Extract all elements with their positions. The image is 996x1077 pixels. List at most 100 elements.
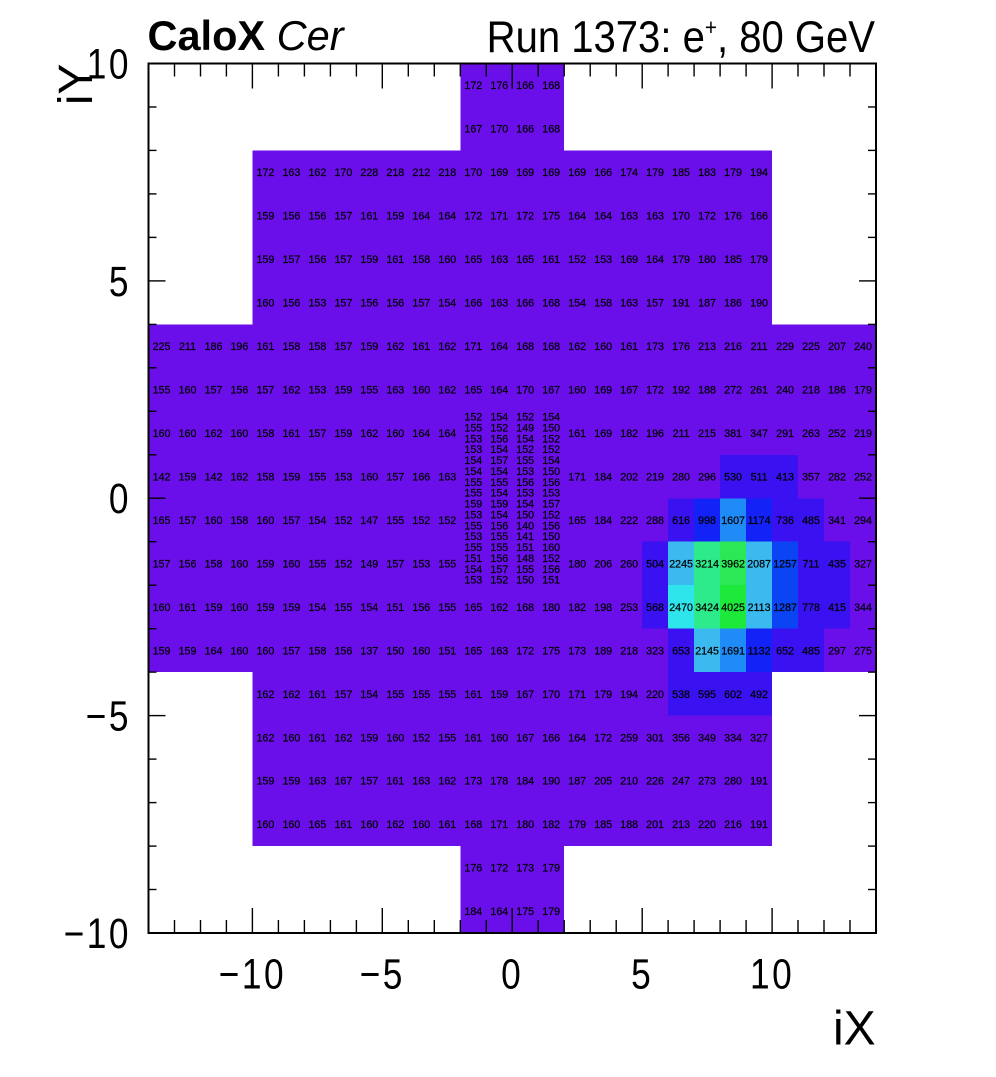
svg-text:160: 160 (230, 602, 248, 614)
svg-text:168: 168 (464, 819, 482, 831)
svg-text:213: 213 (698, 341, 716, 353)
svg-text:161: 161 (179, 602, 197, 614)
svg-text:1691: 1691 (721, 645, 745, 657)
svg-text:229: 229 (776, 341, 794, 353)
svg-text:173: 173 (646, 341, 664, 353)
svg-text:263: 263 (802, 428, 820, 440)
svg-text:194: 194 (750, 167, 768, 179)
svg-text:157: 157 (179, 515, 197, 527)
svg-text:711: 711 (802, 558, 819, 570)
svg-text:182: 182 (620, 428, 638, 440)
svg-text:179: 179 (646, 167, 664, 179)
svg-text:163: 163 (438, 471, 456, 483)
svg-text:160: 160 (412, 385, 430, 397)
svg-text:174: 174 (620, 167, 638, 179)
svg-text:170: 170 (672, 211, 690, 223)
svg-text:155: 155 (386, 515, 404, 527)
svg-text:166: 166 (750, 211, 768, 223)
svg-text:164: 164 (490, 906, 508, 918)
svg-text:155: 155 (153, 385, 171, 397)
svg-text:152: 152 (516, 444, 534, 456)
svg-text:167: 167 (620, 385, 638, 397)
svg-text:167: 167 (334, 776, 352, 788)
svg-text:152: 152 (334, 558, 352, 570)
svg-text:172: 172 (516, 645, 534, 657)
svg-text:168: 168 (516, 602, 534, 614)
svg-text:155: 155 (490, 477, 508, 489)
svg-text:10: 10 (750, 952, 794, 999)
svg-text:168: 168 (542, 80, 560, 92)
svg-text:347: 347 (750, 428, 768, 440)
svg-text:154: 154 (516, 499, 534, 511)
svg-text:161: 161 (386, 254, 404, 266)
svg-text:141: 141 (516, 531, 534, 543)
svg-text:185: 185 (672, 167, 690, 179)
svg-text:2245: 2245 (669, 558, 693, 570)
svg-text:161: 161 (360, 211, 378, 223)
svg-text:159: 159 (282, 602, 300, 614)
svg-text:219: 219 (646, 471, 664, 483)
svg-text:160: 160 (438, 254, 456, 266)
svg-text:160: 160 (256, 515, 274, 527)
svg-text:301: 301 (646, 732, 664, 744)
svg-text:170: 170 (464, 167, 482, 179)
svg-text:170: 170 (542, 689, 560, 701)
svg-text:291: 291 (776, 428, 794, 440)
svg-text:165: 165 (153, 515, 171, 527)
svg-text:161: 161 (438, 819, 456, 831)
svg-text:153: 153 (464, 433, 482, 445)
svg-text:162: 162 (205, 428, 223, 440)
svg-text:154: 154 (490, 412, 508, 424)
svg-text:155: 155 (412, 689, 430, 701)
svg-text:211: 211 (751, 341, 768, 353)
svg-text:158: 158 (308, 645, 326, 657)
svg-text:327: 327 (854, 558, 872, 570)
svg-text:260: 260 (620, 558, 638, 570)
svg-text:652: 652 (776, 645, 794, 657)
svg-text:492: 492 (750, 689, 768, 701)
svg-text:169: 169 (490, 167, 508, 179)
svg-text:207: 207 (828, 341, 846, 353)
svg-text:159: 159 (464, 499, 482, 511)
svg-text:156: 156 (360, 298, 378, 310)
svg-text:152: 152 (542, 444, 560, 456)
svg-text:186: 186 (724, 298, 742, 310)
svg-text:156: 156 (490, 553, 508, 565)
svg-text:160: 160 (153, 602, 171, 614)
svg-text:152: 152 (542, 510, 560, 522)
svg-text:152: 152 (464, 412, 482, 424)
svg-text:2470: 2470 (669, 602, 693, 614)
svg-text:167: 167 (516, 732, 534, 744)
svg-text:504: 504 (646, 558, 664, 570)
svg-text:160: 160 (360, 471, 378, 483)
svg-text:160: 160 (594, 341, 612, 353)
svg-text:159: 159 (360, 732, 378, 744)
svg-text:2087: 2087 (747, 558, 771, 570)
svg-text:160: 160 (568, 385, 586, 397)
svg-text:188: 188 (698, 385, 716, 397)
svg-text:153: 153 (464, 510, 482, 522)
svg-text:153: 153 (334, 471, 352, 483)
svg-text:164: 164 (490, 385, 508, 397)
svg-text:201: 201 (646, 819, 664, 831)
svg-text:163: 163 (620, 211, 638, 223)
svg-text:165: 165 (516, 254, 534, 266)
svg-text:150: 150 (542, 423, 560, 435)
svg-text:220: 220 (698, 819, 716, 831)
svg-text:182: 182 (568, 602, 586, 614)
svg-text:150: 150 (542, 466, 560, 478)
svg-text:166: 166 (542, 732, 560, 744)
svg-text:225: 225 (153, 341, 171, 353)
svg-text:148: 148 (516, 553, 534, 565)
svg-text:164: 164 (412, 211, 430, 223)
svg-text:160: 160 (179, 428, 197, 440)
svg-text:159: 159 (334, 385, 352, 397)
svg-text:153: 153 (308, 298, 326, 310)
svg-text:349: 349 (698, 732, 716, 744)
svg-text:154: 154 (464, 455, 482, 467)
svg-text:218: 218 (438, 167, 456, 179)
svg-text:172: 172 (464, 211, 482, 223)
svg-text:156: 156 (542, 477, 560, 489)
svg-text:275: 275 (854, 645, 872, 657)
svg-text:151: 151 (386, 602, 404, 614)
